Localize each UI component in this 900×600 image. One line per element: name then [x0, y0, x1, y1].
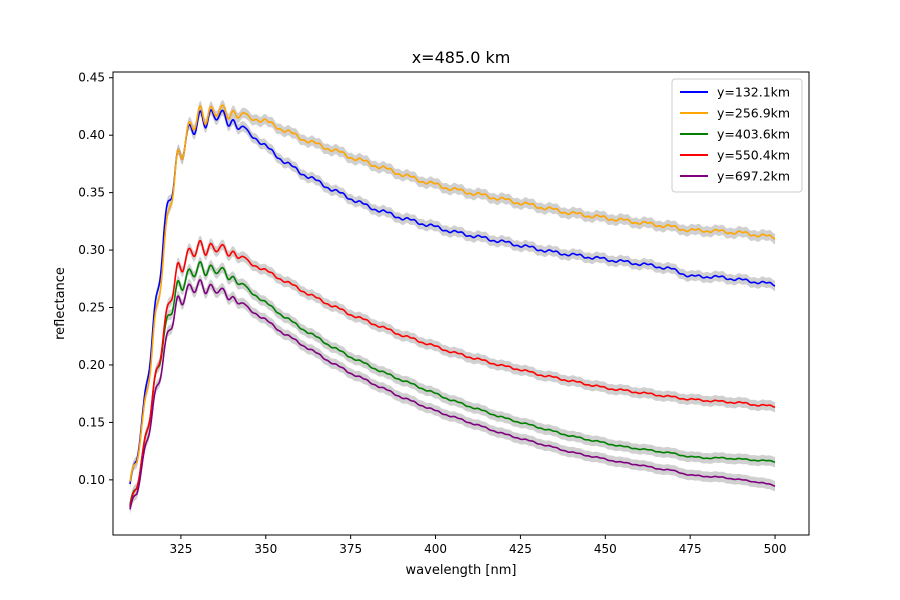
series-line	[129, 279, 776, 510]
axes-frame	[112, 71, 810, 536]
y-axis-ticks: 0.10 0.15 0.20 0.25 0.30 0.35 0.40 0.45	[78, 71, 113, 487]
series-line	[129, 261, 776, 505]
x-tick-label: 425	[509, 542, 532, 556]
legend-label: y=256.9km	[717, 106, 790, 121]
y-tick-label: 0.25	[78, 301, 105, 315]
legend-label: y=132.1km	[717, 85, 790, 100]
chart-title: x=485.0 km	[412, 48, 511, 67]
legend: y=132.1km y=256.9km y=403.6km y=550.4km y=69…	[671, 78, 803, 193]
x-tick-label: 475	[679, 542, 702, 556]
y-tick-label: 0.20	[78, 358, 105, 372]
legend-box	[671, 78, 803, 193]
uncertainty-band	[129, 274, 776, 515]
x-tick-label: 375	[339, 542, 362, 556]
series-line	[129, 239, 776, 508]
y-tick-label: 0.30	[78, 243, 105, 257]
x-axis-label: wavelength [nm]	[406, 563, 517, 578]
y-tick-label: 0.10	[78, 473, 105, 487]
x-tick-label: 325	[169, 542, 192, 556]
series-line	[129, 104, 776, 482]
x-axis-ticks: 325 350 375 400 425 450 475 500	[169, 535, 787, 556]
legend-label: y=697.2km	[717, 169, 790, 184]
legend-label: y=403.6km	[717, 127, 790, 142]
y-tick-label: 0.15	[78, 415, 105, 429]
y-tick-label: 0.40	[78, 128, 105, 142]
y-tick-label: 0.35	[78, 186, 105, 200]
series-line	[129, 109, 776, 485]
x-tick-label: 500	[764, 542, 787, 556]
plot-area	[129, 99, 776, 515]
legend-label: y=550.4km	[717, 148, 790, 163]
y-tick-label: 0.45	[78, 71, 105, 85]
series-lines	[129, 104, 776, 510]
y-axis-label: reflectance	[53, 267, 68, 340]
x-tick-label: 450	[594, 542, 617, 556]
x-tick-label: 350	[254, 542, 277, 556]
x-tick-label: 400	[424, 542, 447, 556]
